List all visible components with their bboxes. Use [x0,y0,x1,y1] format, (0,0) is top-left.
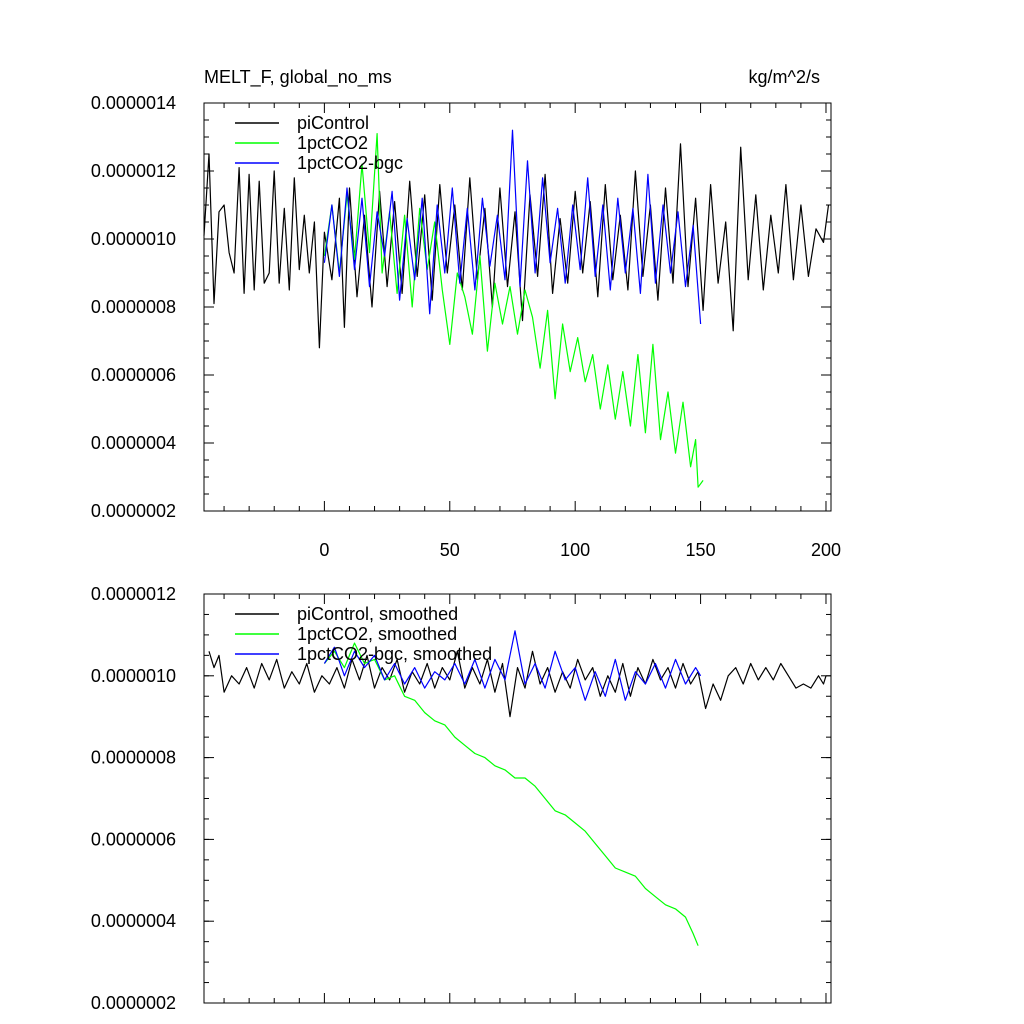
series-line-1pctco2-bgc [323,129,702,325]
y-tick-label: 0.0000012 [91,161,176,181]
legend-label: piControl [297,113,369,133]
y-tick-label: 0.0000004 [91,911,176,931]
y-tick-label: 0.0000006 [91,829,176,849]
plot-frame [203,102,832,512]
x-tick-label: 100 [560,540,590,560]
legend-label: 1pctCO2-bgc, smoothed [297,644,492,664]
series-line-picontrol-smoothed [208,650,827,718]
y-tick-label: 0.0000006 [91,365,176,385]
y-tick-label: 0.0000008 [91,748,176,768]
y-tick-label: 0.0000014 [91,93,176,113]
x-tick-label: 200 [811,540,841,560]
y-tick-label: 0.0000004 [91,433,176,453]
x-tick-label: 50 [440,540,460,560]
series-line-1pctco2-smoothed [323,642,699,946]
series-line-1pctco2 [323,133,704,488]
top-panel: MELT_F, global_no_ms kg/m^2/s 0.00000020… [91,67,841,560]
legend-label: 1pctCO2 [297,133,368,153]
plot-frame [203,593,832,1004]
bottom-panel: 0.0000002 0.0000004 0.0000006 0.0000008 0.00… [91,584,832,1013]
chart-title: MELT_F, global_no_ms [204,67,392,88]
x-tick-label: 150 [686,540,716,560]
y-tick-label: 0.0000010 [91,666,176,686]
legend-label: 1pctCO2-bgc [297,153,403,173]
y-tick-label: 0.0000010 [91,229,176,249]
legend-label: 1pctCO2, smoothed [297,624,457,644]
axis-ticks: 0.0000002 0.0000004 0.0000006 0.0000008 0.00… [91,584,831,1013]
axis-ticks: 0.0000002 0.0000004 0.0000006 0.0000008 0.00… [91,93,841,560]
series-group [208,630,827,946]
y-tick-label: 0.0000012 [91,584,176,604]
series-line-picontrol [203,143,830,349]
y-tick-label: 0.0000002 [91,501,176,521]
legend-label: piControl, smoothed [297,604,458,624]
series-line-1pctco2-bgc-smoothed [323,630,702,701]
x-tick-label: 0 [319,540,329,560]
y-tick-label: 0.0000008 [91,297,176,317]
y-tick-label: 0.0000002 [91,993,176,1013]
units-label: kg/m^2/s [749,67,820,87]
series-group [203,129,830,488]
